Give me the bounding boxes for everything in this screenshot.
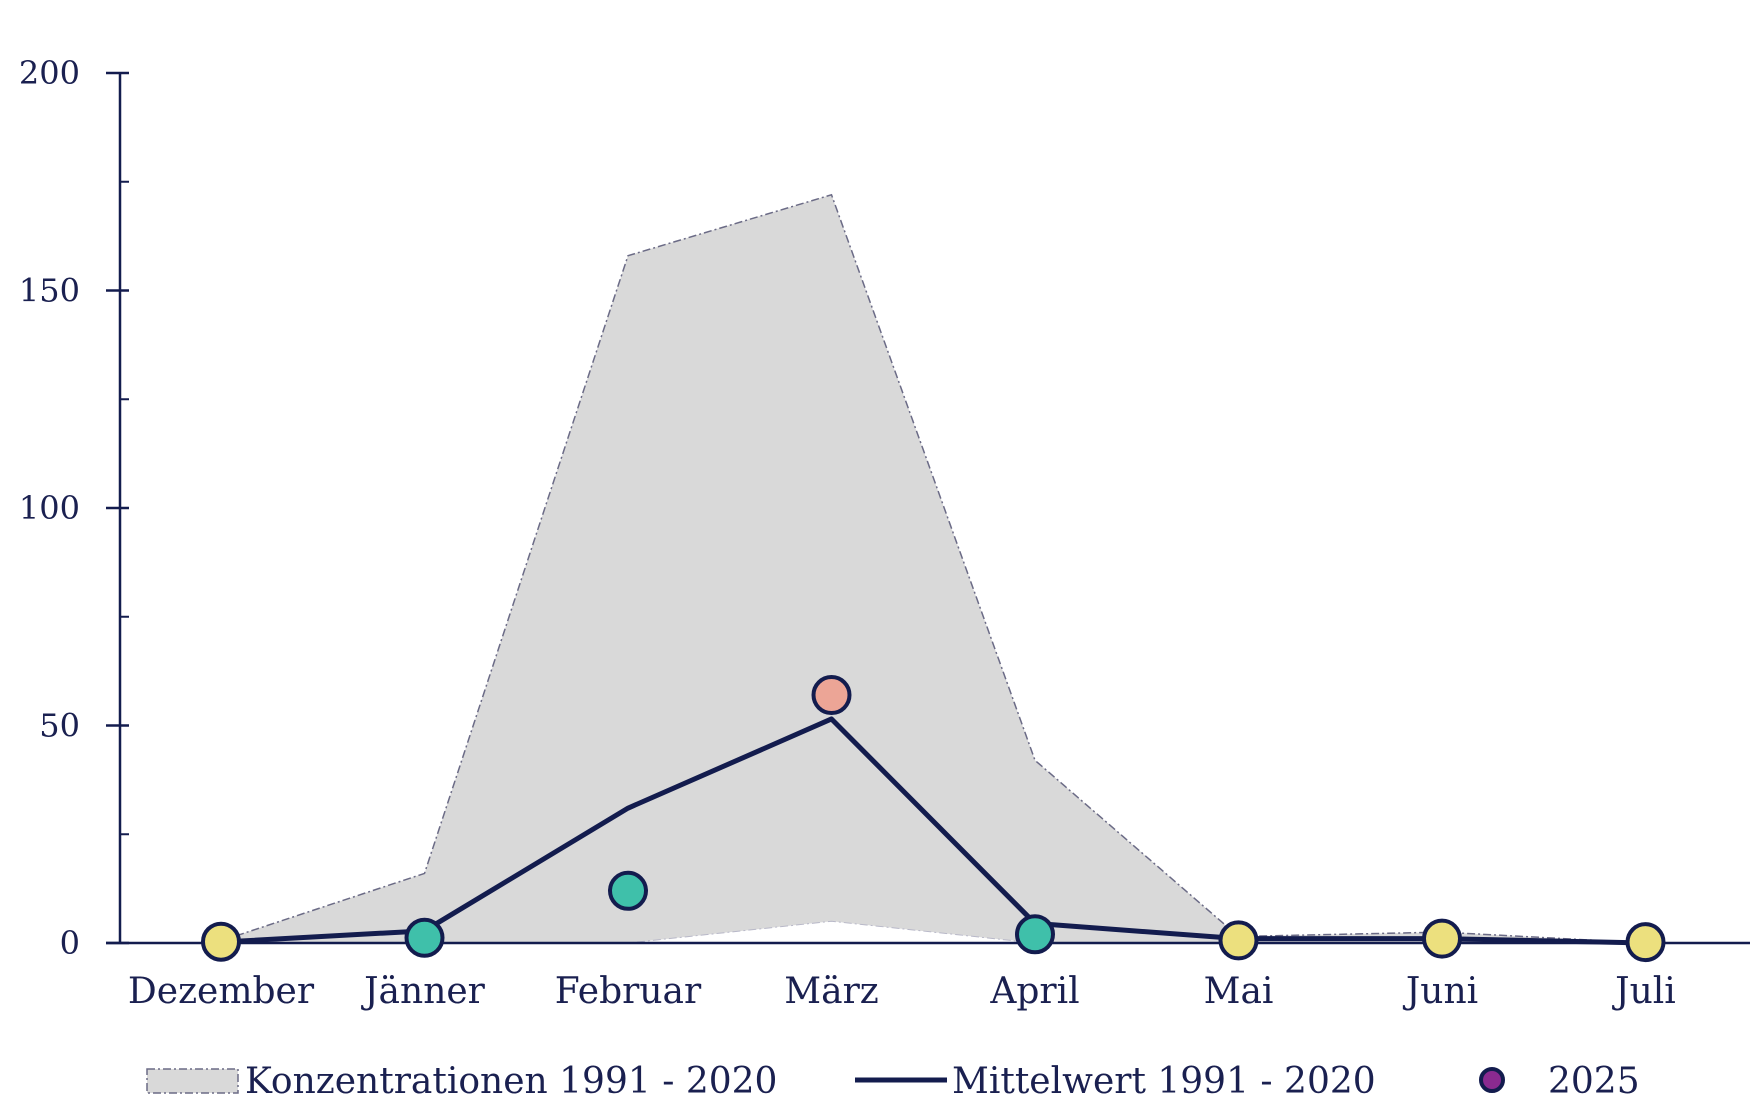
point-2025-5 <box>1218 920 1259 961</box>
y-tick-labels: 0 50 100 150 200 <box>19 54 80 962</box>
y-tick-label-50: 50 <box>39 707 80 745</box>
mean-line-series-0 <box>220 716 1646 946</box>
x-tick-label-2: Februar <box>555 971 702 1012</box>
point-2025-2 <box>608 870 648 911</box>
x-tick-label-6: Juni <box>1402 971 1478 1012</box>
x-tick-label-1: Jänner <box>360 971 486 1012</box>
point-2025-0 <box>201 921 241 962</box>
x-tick-label-3: März <box>784 971 879 1012</box>
x-tick-label-0: Dezember <box>128 971 315 1012</box>
axes <box>106 71 1750 945</box>
x-tick-label-4: April <box>989 971 1079 1012</box>
x-tick-label-5: Mai <box>1204 971 1274 1012</box>
mean-line-layer <box>220 716 1646 946</box>
legend-2025-marker <box>1479 1067 1505 1093</box>
point-2025-7 <box>1625 922 1666 963</box>
y-tick-label-200: 200 <box>19 54 80 92</box>
x-tick-label-7: Juli <box>1611 971 1676 1012</box>
y-tick-label-100: 100 <box>19 489 80 527</box>
legend-band-label: Konzentrationen 1991 - 2020 <box>245 1061 777 1102</box>
points-2025-layer <box>201 675 1666 963</box>
point-2025-3 <box>811 675 852 716</box>
legend-band-swatch <box>146 1068 239 1094</box>
y-tick-label-0: 0 <box>60 924 80 962</box>
x-tick-labels: Dezember Jänner Februar März April Mai Juni Jul… <box>128 971 1676 1012</box>
point-2025-4 <box>1015 914 1055 955</box>
concentration-band-area <box>221 194 1646 944</box>
concentration-band-upper-edge <box>220 193 1646 944</box>
point-2025-6 <box>1422 918 1462 959</box>
concentration-band-layer <box>220 193 1646 944</box>
legend: Konzentrationen 1991 - 2020 Mittelwert 1… <box>146 1061 1640 1102</box>
point-2025-1 <box>404 917 445 958</box>
y-tick-label-150: 150 <box>19 272 80 310</box>
legend-2025-label: 2025 <box>1548 1061 1640 1102</box>
legend-mean-line-label: Mittelwert 1991 - 2020 <box>952 1061 1376 1102</box>
